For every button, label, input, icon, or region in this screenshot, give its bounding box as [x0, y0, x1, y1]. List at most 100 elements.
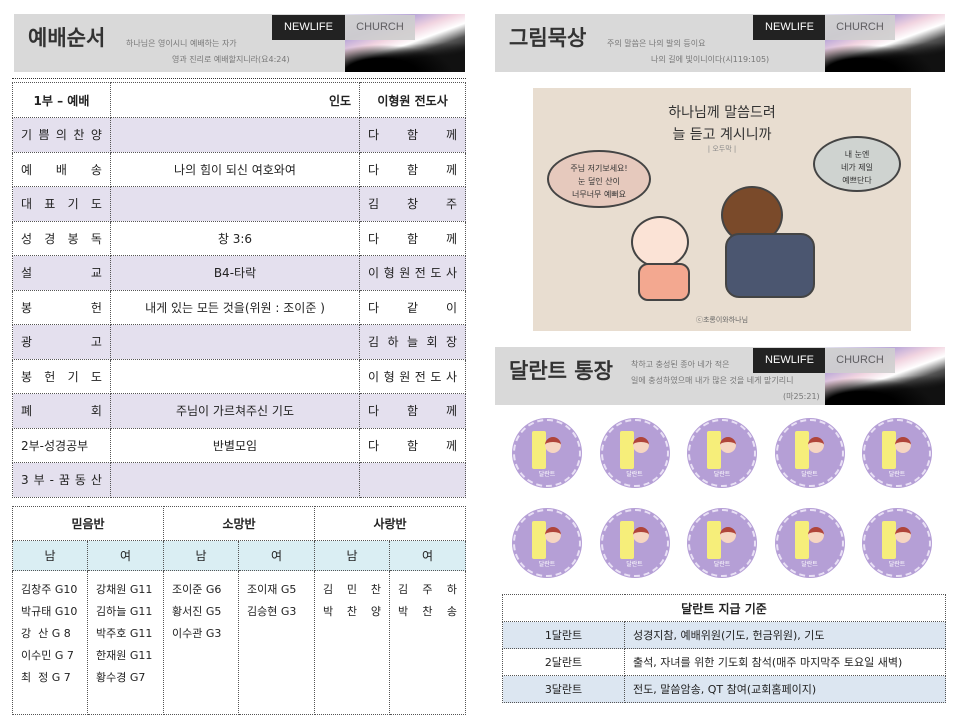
- order-person: 이 형 원 전 도 사: [359, 255, 466, 291]
- child-icon: [632, 527, 649, 543]
- table-row: 1달란트 성경지참, 예배위원(기도, 헌금위원), 기도: [502, 621, 946, 649]
- number-one-icon: [619, 431, 634, 469]
- talent-level: 2달란트: [502, 648, 625, 676]
- newlife-label: NEWLIFE: [753, 15, 826, 40]
- bubble-text: 눈 덮인 산이: [578, 177, 620, 186]
- table-row: 폐 회 주님이 가르쳐주신 기도 다 함 께: [12, 393, 466, 429]
- member-name: 한재원 G11: [96, 649, 153, 662]
- child-icon: [632, 437, 649, 453]
- member-name: 박주호 G11: [96, 627, 153, 640]
- order-item: 예 배 송: [12, 151, 111, 187]
- order-person: 이 형 원 전 도 사: [359, 358, 466, 394]
- meditation-verse-1: 주의 말씀은 나의 발의 등이요: [607, 39, 706, 48]
- church-label: CHURCH: [825, 15, 895, 40]
- cartoon-credit: ⓒ초롱이와하나님: [695, 316, 749, 324]
- coin-label: 달란트: [538, 471, 556, 478]
- order-item: 광 고: [12, 324, 111, 360]
- talent-verse-3: (마25:21): [783, 392, 820, 401]
- bubble-text: 예쁘단다: [842, 176, 872, 185]
- order-item: 봉 헌 기 도: [12, 358, 111, 394]
- talent-coin: 달란트: [513, 509, 581, 577]
- member-name: 김하늘 G11: [96, 605, 153, 618]
- member-name: 최 정 G 7: [21, 671, 71, 684]
- coin-label: 달란트: [538, 561, 556, 568]
- table-row: 3 부 - 꿈 동 산: [12, 462, 466, 498]
- order-person: 다 함 께: [359, 393, 466, 429]
- member-list: 강채원 G11 김하늘 G11 박주호 G11 한재원 G11 황수경 G7: [87, 570, 164, 715]
- table-row: 2부-성경공부 반별모임 다 함 께: [12, 427, 466, 463]
- coin-label: 달란트: [888, 471, 906, 478]
- newlife-label: NEWLIFE: [272, 15, 345, 40]
- number-one-icon: [707, 431, 721, 469]
- member-name: 강채원 G11: [96, 583, 153, 596]
- order-person: 다 함 께: [359, 220, 466, 256]
- member-name: 강 산 G 8: [21, 627, 71, 640]
- talent-criteria: 성경지참, 예배위원(기도, 헌금위원), 기도: [624, 621, 946, 649]
- order-content: 주님이 가르쳐주신 기도: [109, 393, 361, 429]
- order-content: [109, 324, 361, 360]
- number-one-icon: [794, 431, 809, 469]
- talent-coin: 달란트: [688, 419, 756, 487]
- order-person: 다 함 께: [359, 427, 466, 463]
- child-figure: [631, 216, 689, 268]
- meditation-title: 그림묵상: [509, 26, 587, 50]
- order-person: [359, 462, 466, 498]
- number-one-icon: [532, 431, 546, 469]
- order-item: 봉 헌: [12, 289, 111, 325]
- meditation-cartoon: 하나님께 말씀드려 늘 듣고 계시니까 | 오두막 | 주님 저기보세요! 눈 …: [533, 88, 911, 331]
- talent-coin: 달란트: [863, 509, 931, 577]
- number-one-icon: [619, 521, 634, 559]
- class-group-header: 소망반: [163, 506, 315, 541]
- worship-verse-2: 영과 진리로 예배할지니라(요4:24): [172, 55, 290, 64]
- child-icon: [545, 527, 561, 543]
- male-header: 남: [12, 540, 88, 571]
- member-list: 조이준 G6 황서진 G5 이수관 G3: [163, 570, 239, 715]
- member-name: 김창주 G10: [21, 583, 78, 596]
- order-content: [109, 186, 361, 222]
- bubble-text: 내 눈엔: [844, 150, 870, 159]
- number-one-icon: [794, 521, 809, 559]
- talent-coin: 달란트: [600, 419, 669, 487]
- talent-coin: 달란트: [600, 509, 669, 577]
- divider: [12, 78, 466, 79]
- coin-label: 달란트: [713, 561, 731, 568]
- worship-verse-1: 하나님은 영이시니 예배하는 자가: [126, 39, 237, 48]
- cartoon-line-1: 하나님께 말씀드려: [668, 105, 776, 121]
- order-content: 반별모임: [109, 427, 361, 463]
- meditation-photo: [825, 14, 945, 72]
- member-name: 황서진 G5: [172, 605, 222, 618]
- talent-verse-1: 착하고 충성된 종아 네가 적은: [631, 360, 730, 369]
- class-group-header: 믿음반: [12, 506, 164, 541]
- order-content: 나의 힘이 되신 여호와여: [109, 151, 361, 187]
- talent-criteria: 전도, 말씀암송, QT 참여(교회홈페이지): [624, 675, 946, 703]
- member-name: 박규태 G10: [21, 605, 78, 618]
- member-name: 조이준 G6: [172, 583, 222, 596]
- order-person: 다 같 이: [359, 289, 466, 325]
- talent-level: 1달란트: [502, 621, 625, 649]
- talent-coin: 달란트: [775, 509, 844, 577]
- member-name: 박 찬 양: [323, 605, 381, 618]
- number-one-icon: [707, 521, 721, 559]
- order-content: [109, 117, 361, 153]
- child-icon: [895, 527, 911, 543]
- table-row: 설 교 B4-타락 이 형 원 전 도 사: [12, 255, 466, 291]
- member-name: 김 주 하: [398, 583, 457, 596]
- coin-label: 달란트: [801, 561, 818, 568]
- talent-table-title: 달란트 지급 기준: [502, 594, 946, 622]
- order-item: 기 쁨 의 찬 양: [12, 117, 111, 153]
- table-row: 2달란트 출석, 자녀를 위한 기도회 참석(매주 마지막주 토요일 새벽): [502, 648, 946, 676]
- order-content: B4-타락: [109, 255, 361, 291]
- newlife-label: NEWLIFE: [753, 348, 826, 373]
- talent-verse-2: 일에 충성하였으매 내가 많은 것을 네게 맡기리니: [631, 376, 794, 385]
- child-icon: [807, 437, 824, 453]
- child-icon: [895, 437, 911, 453]
- leader-name: 이형원 전도사: [359, 82, 466, 118]
- bubble-text: 주님 저기보세요!: [570, 164, 628, 173]
- meditation-verse-2: 나의 길에 빛이니이다(시119:105): [651, 55, 770, 64]
